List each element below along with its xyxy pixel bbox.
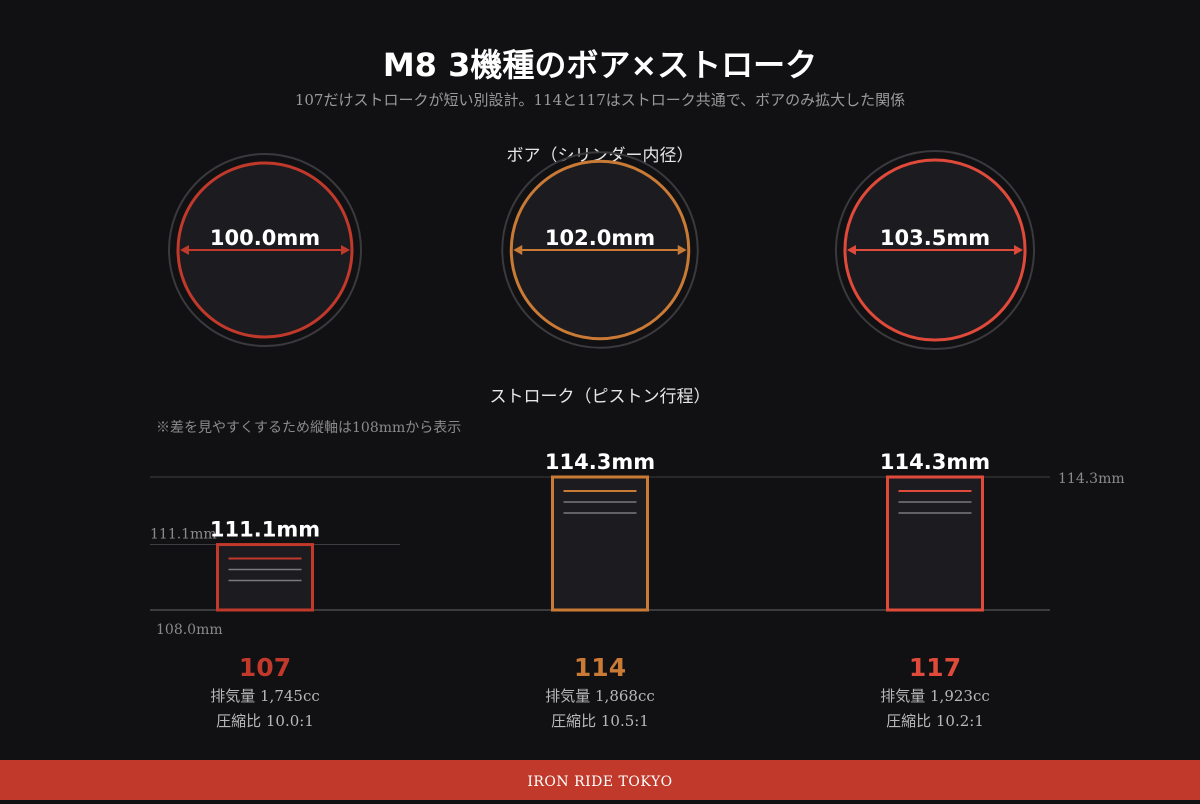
arrow-left-icon: [513, 245, 523, 255]
model-column-114: 114 排気量 1,868cc 圧縮比 10.5:1: [480, 652, 720, 734]
reference-label-low: 111.1mm: [150, 527, 217, 543]
model-name: 117: [908, 653, 962, 682]
displacement-value: 排気量 1,745cc: [210, 687, 320, 705]
arrow-right-icon: [677, 245, 687, 255]
model-name: 114: [573, 653, 627, 682]
model-column-117: 117 排気量 1,923cc 圧縮比 10.2:1: [815, 652, 1055, 734]
stroke-bar-117: [886, 475, 984, 612]
bore-value-label: 102.0mm: [545, 226, 655, 250]
displacement-value: 排気量 1,923cc: [880, 687, 990, 705]
reference-label-high: 114.3mm: [1058, 471, 1125, 487]
footer-brand: IRON RIDE TOKYO: [0, 760, 1200, 800]
compression-value: 圧縮比 10.0:1: [216, 712, 314, 730]
axis-note: ※差を見やすくするため縦軸は108mmから表示: [156, 420, 462, 436]
stroke-value-label: 114.3mm: [880, 450, 990, 474]
arrow-left-icon: [180, 245, 189, 255]
cylinder-outer-ring: [168, 153, 362, 347]
arrow-right-icon: [1014, 245, 1024, 255]
page-subtitle: 107だけストロークが短い別設計。114と117はストローク共通で、ボアのみ拡大…: [294, 91, 906, 109]
model-name: 107: [238, 653, 292, 682]
page-title: M8 3機種のボア×ストローク: [382, 46, 818, 84]
bore-value-label: 103.5mm: [880, 226, 990, 250]
axis-min-label: 108.0mm: [156, 622, 223, 638]
cylinder-outer-ring: [834, 149, 1036, 351]
stroke-section-heading: ストローク（ピストン行程）: [489, 387, 711, 407]
compression-value: 圧縮比 10.2:1: [886, 712, 984, 730]
displacement-value: 排気量 1,868cc: [545, 687, 655, 705]
bore-stroke-diagram: 100.0mm 102.0mm 103.5mm 108.0mm 111.1mm 114.3…: [150, 149, 1125, 638]
stroke-bar-114: [551, 475, 649, 612]
cylinder-outer-ring: [501, 151, 699, 349]
stroke-value-label: 114.3mm: [545, 450, 655, 474]
arrow-left-icon: [846, 245, 856, 255]
stroke-value-label: 111.1mm: [210, 518, 320, 542]
bore-section-heading: ボア（シリンダー内径）: [506, 146, 694, 166]
bore-value-label: 100.0mm: [210, 226, 320, 250]
compression-value: 圧縮比 10.5:1: [551, 712, 649, 730]
model-column-107: 107 排気量 1,745cc 圧縮比 10.0:1: [145, 652, 385, 734]
arrow-right-icon: [341, 245, 350, 255]
stroke-bar-107: [216, 543, 314, 612]
